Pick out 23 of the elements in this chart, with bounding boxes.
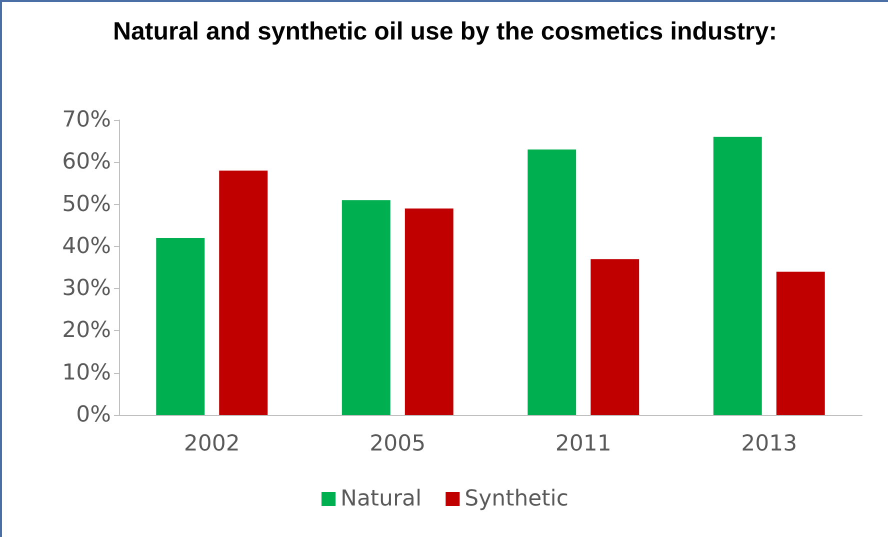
y-tick-label: 30% [62,276,111,302]
bar [528,150,576,415]
y-tick-label: 50% [62,192,111,217]
bar [776,272,825,415]
bar [219,170,268,415]
y-tick-label: 0% [76,402,111,428]
x-tick-label: 2013 [741,432,798,456]
y-tick-label: 60% [62,150,111,175]
bar [342,200,390,415]
x-tick-label: 2005 [370,432,426,456]
y-tick-label: 70% [62,108,111,132]
y-tick-label: 20% [62,318,111,344]
y-tick-label: 10% [62,360,111,386]
bar [404,208,454,415]
bar [156,238,205,415]
x-tick-label: 2002 [184,432,240,456]
legend-label: Synthetic [464,486,569,512]
x-tick-label: 2011 [555,432,612,456]
legend-label: Natural [340,486,422,512]
y-tick-label: 40% [62,234,111,259]
chart-title: Natural and synthetic oil use by the cosmetics industry: [112,18,778,46]
bar [590,259,640,415]
bar [713,136,762,415]
